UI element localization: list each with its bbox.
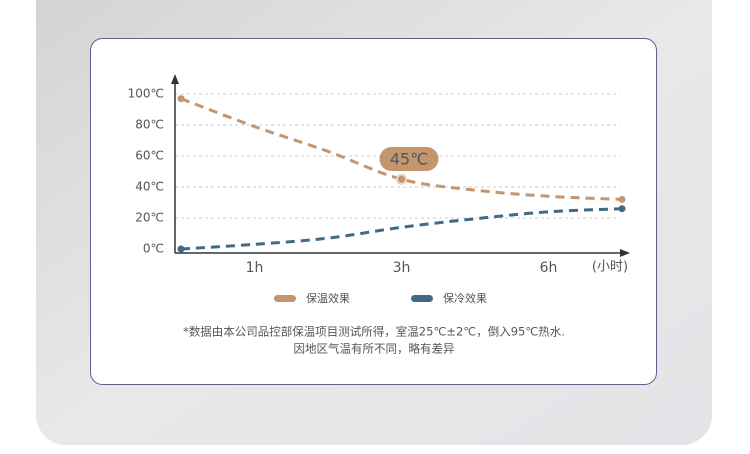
legend-label: 保冷效果 [443, 291, 487, 305]
y-tick-label: 0℃ [143, 242, 164, 256]
x-tick-label: 6h [540, 260, 558, 276]
annotation-dot [396, 173, 407, 185]
footnote: 因地区气温有所不同，略有差异 [294, 342, 455, 356]
end-dot [177, 245, 185, 253]
y-tick-label: 60℃ [135, 149, 164, 163]
footnote: *数据由本公司品控部保温项目测试所得，室温25℃±2℃，倒入95℃热水. [183, 325, 565, 339]
annotation-box [379, 147, 439, 171]
y-tick-label: 80℃ [135, 118, 164, 132]
end-dot [618, 205, 626, 213]
y-tick-label: 100℃ [128, 87, 164, 101]
legend-swatch [411, 295, 433, 302]
end-dot [177, 95, 185, 103]
y-arrow [171, 74, 179, 84]
plot: 0℃ 20℃ 40℃ 60℃ 80℃ 100℃ (小时) 1h 3h 6h 保温效果 保冷效果 45℃ *… [128, 74, 630, 356]
x-axis-label: (小时) [592, 260, 628, 275]
legend-swatch [274, 295, 296, 302]
annotation: 45℃ [390, 150, 428, 169]
legend-label: 保温效果 [306, 291, 350, 305]
y-tick-label: 40℃ [135, 180, 164, 194]
x-tick-label: 1h [246, 260, 264, 276]
series-line [180, 97, 623, 201]
x-tick-label: 3h [393, 260, 411, 276]
x-arrow [620, 249, 630, 257]
end-dot [618, 195, 626, 203]
y-tick-label: 20℃ [135, 211, 164, 225]
